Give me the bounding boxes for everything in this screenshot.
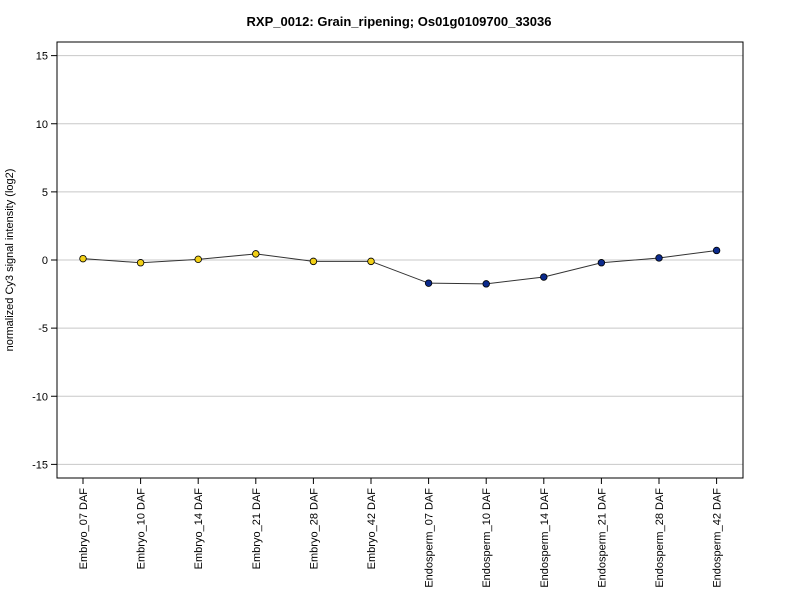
chart-title: RXP_0012: Grain_ripening; Os01g0109700_3… [247, 14, 552, 29]
x-tick-label: Endosperm_14 DAF [539, 488, 551, 588]
x-tick-label: Endosperm_21 DAF [596, 488, 608, 588]
x-tick-label: Embryo_14 DAF [193, 488, 205, 570]
gridlines [57, 55, 743, 465]
data-points [79, 246, 721, 288]
y-tick-label: 0 [42, 255, 48, 267]
data-point [424, 279, 433, 287]
x-tick-label: Embryo_42 DAF [366, 488, 378, 570]
x-tick-label: Endosperm_07 DAF [424, 488, 436, 588]
y-tick-label: 15 [36, 51, 48, 63]
data-point [482, 280, 490, 288]
data-point [655, 254, 663, 262]
data-point [252, 250, 260, 258]
x-tick-label: Embryo_07 DAF [78, 488, 90, 570]
y-tick-label: 5 [42, 187, 48, 199]
data-point [712, 246, 721, 255]
x-tick-label: Embryo_10 DAF [136, 488, 148, 570]
data-point [79, 254, 87, 263]
x-tick-label: Endosperm_28 DAF [654, 488, 666, 588]
data-point [540, 273, 548, 281]
y-tick-label: -5 [38, 323, 48, 335]
series-line [82, 249, 717, 285]
series-line [82, 249, 717, 285]
x-tick-label: Embryo_28 DAF [308, 488, 320, 570]
x-tick-label: Endosperm_10 DAF [481, 488, 493, 588]
y-tick-label: 10 [36, 119, 48, 131]
data-point [136, 259, 145, 267]
x-tick-label: Endosperm_42 DAF [712, 488, 724, 588]
y-axis-label: normalized Cy3 signal intensity (log2) [4, 169, 16, 352]
data-point [309, 257, 318, 266]
data-point [597, 259, 606, 267]
x-tick-label: Embryo_21 DAF [251, 488, 263, 570]
plot-frame [56, 41, 744, 479]
data-point [194, 255, 202, 264]
y-tick-label: -15 [32, 459, 48, 471]
axes: -15 -10 -5 0 5 10 15 Embryo_07 DAF Embryo_10 DAF… [32, 41, 744, 588]
data-point [367, 257, 375, 266]
y-tick-label: -10 [32, 391, 48, 403]
